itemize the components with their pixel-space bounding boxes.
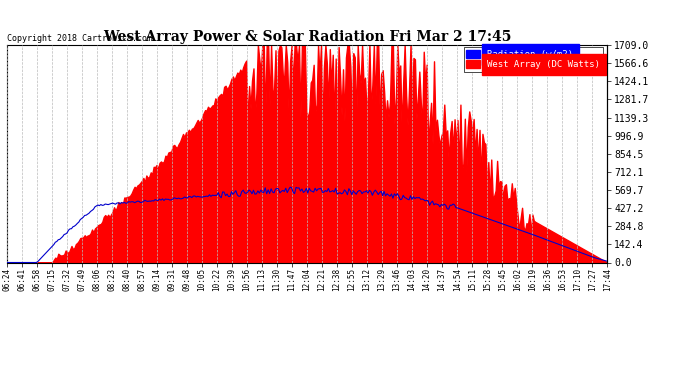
Legend: Radiation (w/m2), West Array (DC Watts): Radiation (w/m2), West Array (DC Watts): [464, 47, 602, 72]
Title: West Array Power & Solar Radiation Fri Mar 2 17:45: West Array Power & Solar Radiation Fri M…: [103, 30, 511, 44]
Text: Copyright 2018 Cartronics.com: Copyright 2018 Cartronics.com: [7, 34, 152, 43]
